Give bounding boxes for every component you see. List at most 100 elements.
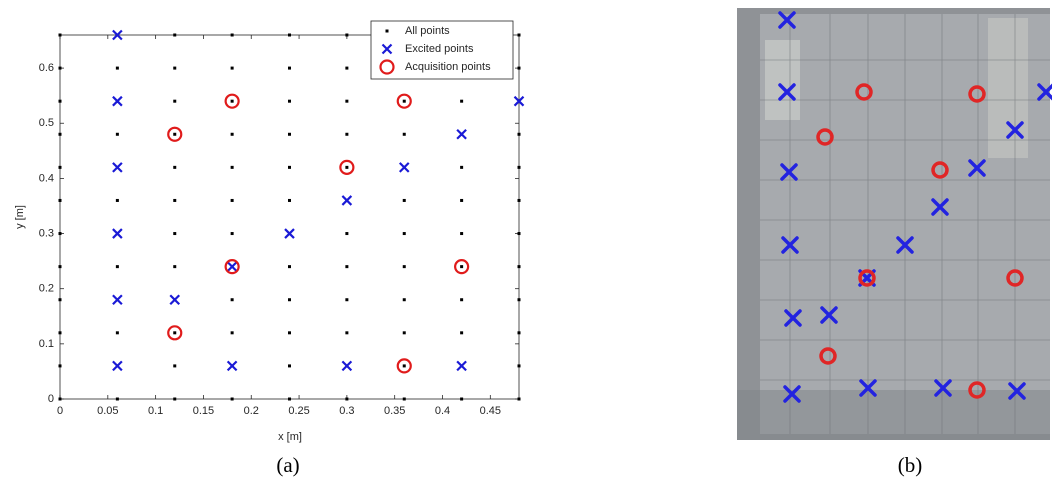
point <box>59 232 62 235</box>
point <box>231 34 234 37</box>
point <box>403 265 406 268</box>
point <box>518 398 521 401</box>
point <box>518 34 521 37</box>
photo <box>737 8 1052 440</box>
point <box>231 100 234 103</box>
point <box>403 199 406 202</box>
point <box>116 133 119 136</box>
point <box>59 100 62 103</box>
point <box>518 364 521 367</box>
x-tick-label: 0.1 <box>148 405 163 417</box>
point <box>518 133 521 136</box>
point <box>403 100 406 103</box>
point <box>403 364 406 367</box>
y-tick-label: 0.4 <box>39 172 54 184</box>
point <box>59 265 62 268</box>
caption: (b) <box>898 453 923 477</box>
point <box>460 100 463 103</box>
point <box>116 398 119 401</box>
point <box>345 133 348 136</box>
x-axis-label: x [m] <box>278 431 302 443</box>
point <box>518 199 521 202</box>
point <box>345 100 348 103</box>
point <box>59 166 62 169</box>
point <box>59 199 62 202</box>
y-tick-label: 0.6 <box>39 62 54 74</box>
point <box>288 398 291 401</box>
y-tick-label: 0.3 <box>39 227 54 239</box>
point <box>345 166 348 169</box>
point <box>59 34 62 37</box>
point <box>288 133 291 136</box>
point <box>59 331 62 334</box>
y-tick-label: 0.1 <box>39 338 54 350</box>
point <box>345 398 348 401</box>
point <box>173 34 176 37</box>
x-tick-label: 0.4 <box>435 405 450 417</box>
y-tick-label: 0.2 <box>39 283 54 295</box>
point <box>518 166 521 169</box>
point <box>116 265 119 268</box>
point <box>460 398 463 401</box>
point <box>173 265 176 268</box>
x-tick-label: 0.05 <box>97 405 118 417</box>
point <box>460 232 463 235</box>
point <box>288 298 291 301</box>
legend-marker <box>386 30 389 33</box>
point <box>288 364 291 367</box>
point <box>460 331 463 334</box>
point <box>231 67 234 70</box>
point <box>460 199 463 202</box>
x-tick-label: 0.15 <box>193 405 214 417</box>
point <box>173 398 176 401</box>
point <box>231 199 234 202</box>
point <box>518 298 521 301</box>
point <box>403 331 406 334</box>
point <box>59 364 62 367</box>
x-tick-label: 0 <box>57 405 63 417</box>
y-tick-label: 0 <box>48 393 54 405</box>
point <box>231 331 234 334</box>
point <box>288 100 291 103</box>
point <box>288 199 291 202</box>
y-axis-label: y [m] <box>14 205 26 229</box>
point <box>345 298 348 301</box>
point <box>518 331 521 334</box>
caption: (a) <box>276 453 299 477</box>
legend-label: Excited points <box>405 43 474 55</box>
x-tick-label: 0.25 <box>288 405 309 417</box>
figure: y [m] x [m] (a) (b) 0 0.05 0.1 0.15 0.2 0.25 0… <box>0 0 1052 485</box>
point <box>403 298 406 301</box>
legend-label: All points <box>405 25 450 37</box>
point <box>288 34 291 37</box>
point <box>345 265 348 268</box>
point <box>231 398 234 401</box>
point <box>288 67 291 70</box>
x-tick-label: 0.45 <box>480 405 501 417</box>
point <box>116 67 119 70</box>
point <box>518 67 521 70</box>
point <box>59 298 62 301</box>
point <box>460 265 463 268</box>
point <box>173 133 176 136</box>
point <box>173 166 176 169</box>
point <box>231 232 234 235</box>
point <box>59 67 62 70</box>
point <box>59 133 62 136</box>
point <box>173 100 176 103</box>
point <box>288 331 291 334</box>
point <box>173 67 176 70</box>
point <box>173 199 176 202</box>
point <box>460 298 463 301</box>
point <box>518 232 521 235</box>
point <box>231 166 234 169</box>
legend-label: Acquisition points <box>405 61 491 73</box>
point <box>460 166 463 169</box>
point <box>288 265 291 268</box>
point <box>173 364 176 367</box>
point <box>173 331 176 334</box>
point <box>116 331 119 334</box>
point <box>345 331 348 334</box>
point <box>345 232 348 235</box>
point <box>231 133 234 136</box>
